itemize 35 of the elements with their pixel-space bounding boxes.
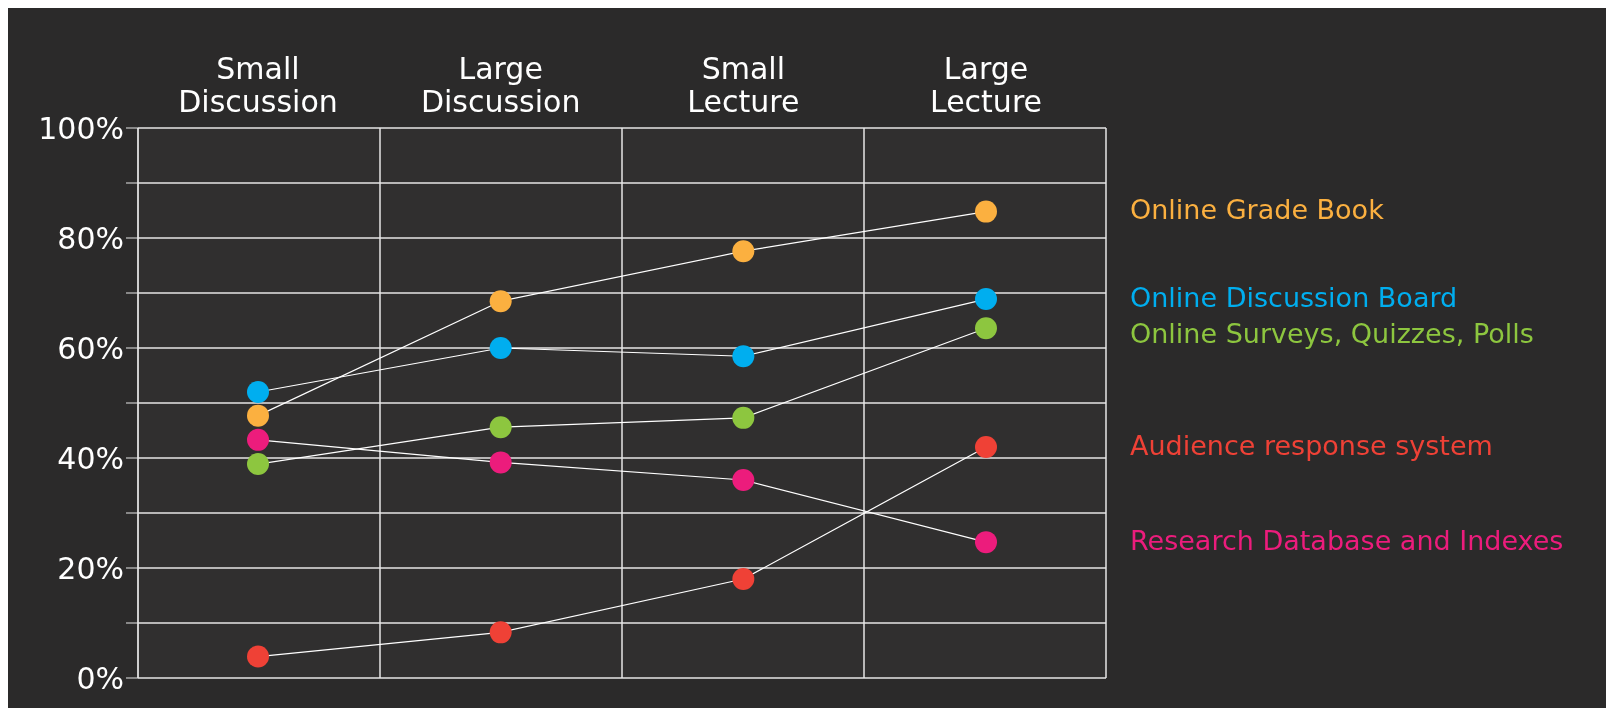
point <box>975 200 997 223</box>
point <box>247 645 269 668</box>
point <box>247 381 269 403</box>
y-tick-label: 20% <box>57 550 124 586</box>
y-tick-label: 60% <box>57 330 124 366</box>
point <box>489 451 512 474</box>
y-tick-label: 80% <box>57 220 124 256</box>
point <box>732 406 755 429</box>
point <box>247 453 269 476</box>
y-tick-label: 40% <box>57 440 124 476</box>
point <box>489 621 512 644</box>
x-tick-label: Small Discussion <box>178 51 338 119</box>
text: Research Database and Indexes <box>1130 524 1564 556</box>
point <box>489 337 512 359</box>
point <box>975 436 997 458</box>
point <box>489 290 512 313</box>
point <box>247 428 269 451</box>
point <box>975 317 997 340</box>
point <box>975 531 997 554</box>
point <box>247 404 269 427</box>
point <box>732 469 755 491</box>
text: Online Grade Book <box>1130 194 1385 226</box>
point <box>975 288 997 311</box>
text: Audience response system <box>1130 429 1493 461</box>
text: Online Discussion Board <box>1130 281 1458 313</box>
y-tick-label: 0% <box>76 660 124 696</box>
point <box>489 416 512 439</box>
x-tick-label: Large Lecture <box>929 51 1043 119</box>
x-tick-label: Small Lecture <box>687 51 800 119</box>
x-tick-label: Large Discussion <box>420 51 581 119</box>
point <box>732 240 755 263</box>
point <box>732 345 755 368</box>
point <box>732 568 755 590</box>
y-tick-label: 100% <box>38 110 124 146</box>
text: Online Surveys, Quizzes, Polls <box>1130 317 1534 349</box>
